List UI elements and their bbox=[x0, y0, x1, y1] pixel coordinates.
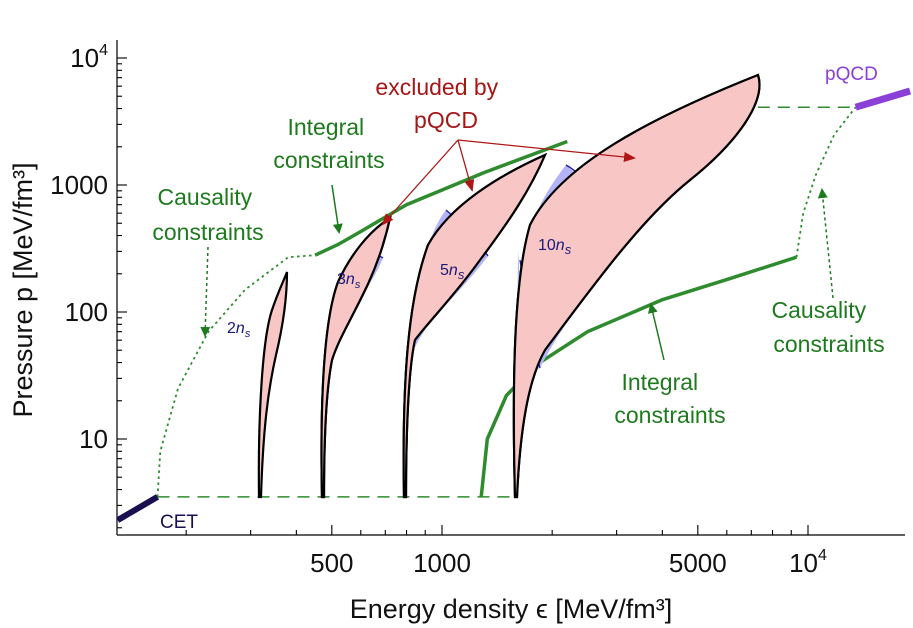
y-tick-label-2: 1000 bbox=[50, 170, 108, 200]
region-3ns-outline bbox=[320, 215, 392, 499]
x-tick-label-0: 500 bbox=[310, 548, 353, 578]
region-5ns-label: 5ns bbox=[440, 262, 465, 282]
pqcd-bar bbox=[854, 87, 912, 111]
region-2ns-label: 2ns bbox=[227, 320, 251, 340]
region-3ns-label: 3ns bbox=[337, 271, 361, 291]
x-tick-label-1: 1000 bbox=[413, 548, 471, 578]
y-tick-label-3: 104 bbox=[70, 42, 108, 73]
integral-curve-lower bbox=[479, 255, 798, 498]
x-tick-label-3: 104 bbox=[789, 547, 827, 578]
cet-label: CET bbox=[160, 512, 198, 533]
causality-curve-high bbox=[795, 106, 857, 258]
integral-left-label: Integral constraints bbox=[273, 114, 384, 173]
cet-bar bbox=[116, 494, 160, 523]
region-10ns-label: 10ns bbox=[538, 237, 572, 257]
integral-right-label: Integral constraints bbox=[614, 369, 725, 428]
excluded-arrow-10ns bbox=[457, 139, 636, 162]
excluded-arrow-3ns bbox=[381, 139, 459, 226]
causality-left-arrow bbox=[200, 246, 211, 337]
x-tick-label-2: 5000 bbox=[669, 548, 727, 578]
y-tick-label-0: 10 bbox=[79, 424, 108, 454]
x-axis-label: Energy density ϵ [MeV/fm³] bbox=[350, 594, 673, 624]
region-2ns-outline bbox=[257, 271, 289, 499]
region-5ns-outline bbox=[402, 152, 548, 499]
excluded-label: excluded by pQCD bbox=[375, 74, 504, 133]
pqcd-label: pQCD bbox=[825, 64, 878, 85]
causality-right-label: Causality constraints bbox=[772, 297, 885, 357]
region-10ns-outline bbox=[512, 73, 761, 499]
causality-curve-low bbox=[156, 254, 316, 497]
region-2ns bbox=[257, 271, 289, 499]
y-tick-label-1: 100 bbox=[65, 297, 108, 327]
causality-left-label: Causality constraints bbox=[152, 184, 263, 245]
region-5ns bbox=[402, 152, 548, 499]
region-3ns bbox=[320, 215, 392, 499]
axis-ticks: 500 1000 5000 104 10 100 1000 104 bbox=[50, 42, 827, 578]
integral-right-arrow bbox=[647, 303, 665, 361]
causality-right-arrow bbox=[817, 188, 834, 299]
region-10ns bbox=[512, 73, 761, 499]
y-axis-label: Pressure p [MeV/fm³] bbox=[8, 162, 38, 417]
excluded-arrow-5ns bbox=[457, 139, 475, 192]
integral-left-arrow bbox=[331, 184, 343, 234]
